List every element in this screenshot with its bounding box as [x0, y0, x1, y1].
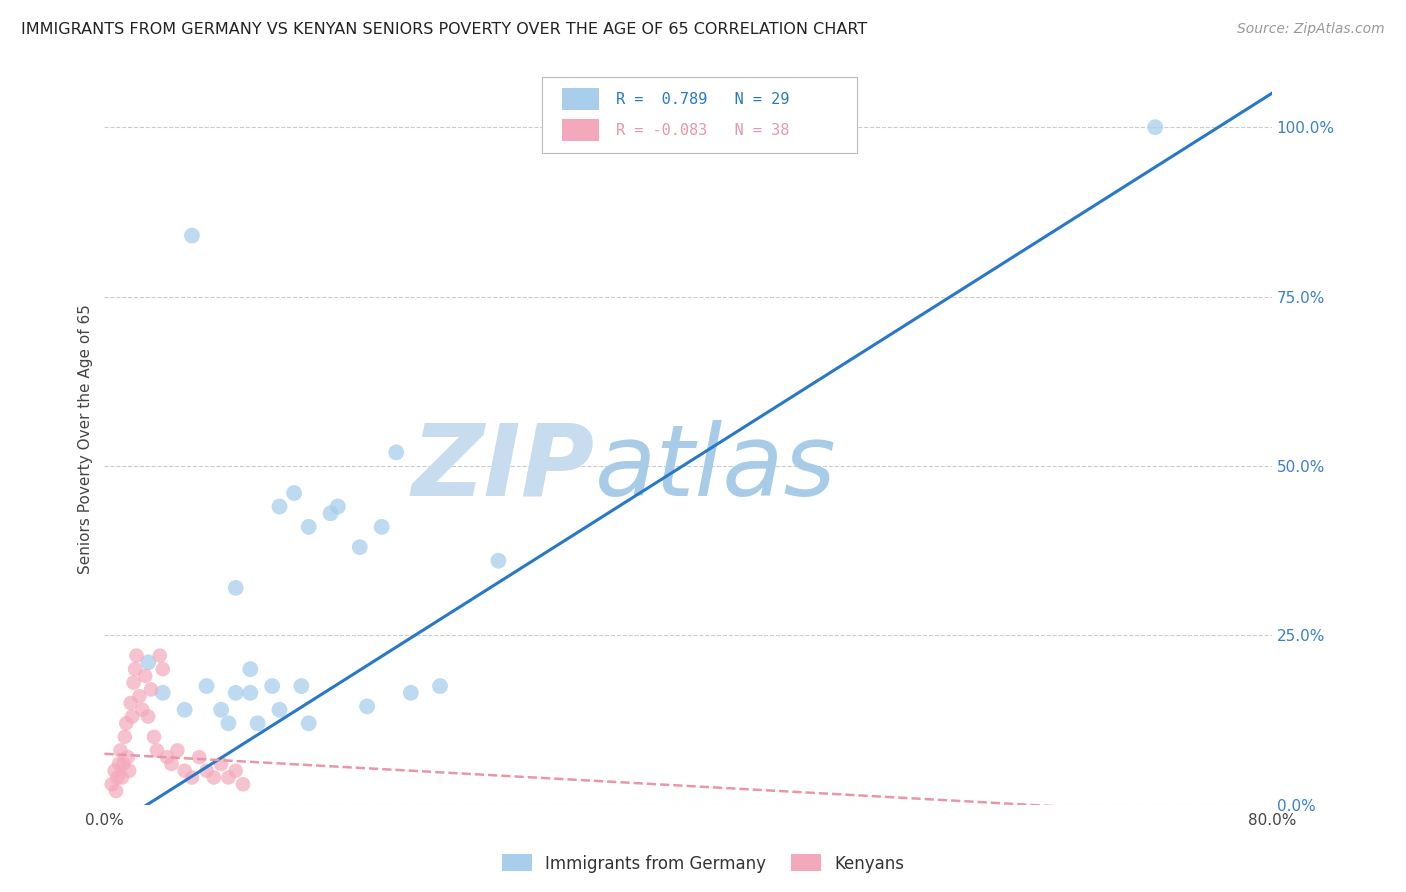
Point: [1144, 120, 1167, 135]
Point: [143, 730, 166, 744]
Point: [181, 771, 204, 785]
Point: [115, 716, 138, 731]
Point: [232, 777, 254, 791]
FancyBboxPatch shape: [562, 119, 599, 141]
FancyBboxPatch shape: [562, 88, 599, 111]
Point: [100, 777, 122, 791]
Point: [107, 771, 129, 785]
Text: R =  0.789   N = 29: R = 0.789 N = 29: [616, 92, 789, 107]
Point: [269, 703, 291, 717]
Text: ZIP: ZIP: [412, 419, 595, 516]
Point: [370, 520, 392, 534]
Point: [173, 764, 195, 778]
Point: [156, 750, 179, 764]
Point: [131, 703, 153, 717]
Text: IMMIGRANTS FROM GERMANY VS KENYAN SENIORS POVERTY OVER THE AGE OF 65 CORRELATION: IMMIGRANTS FROM GERMANY VS KENYAN SENIOR…: [21, 22, 868, 37]
Point: [136, 709, 159, 723]
Text: atlas: atlas: [595, 419, 837, 516]
Y-axis label: Seniors Poverty Over the Age of 65: Seniors Poverty Over the Age of 65: [79, 304, 93, 574]
Point: [128, 690, 150, 704]
Point: [110, 743, 132, 757]
Point: [173, 703, 195, 717]
Point: [246, 716, 269, 731]
Point: [152, 662, 174, 676]
Point: [385, 445, 408, 459]
Point: [356, 699, 378, 714]
Point: [111, 771, 134, 785]
Point: [298, 716, 321, 731]
FancyBboxPatch shape: [543, 77, 858, 153]
Point: [269, 500, 291, 514]
Point: [134, 669, 156, 683]
Point: [160, 756, 183, 771]
Point: [112, 756, 135, 771]
Point: [225, 686, 247, 700]
Point: [399, 686, 422, 700]
Text: Source: ZipAtlas.com: Source: ZipAtlas.com: [1237, 22, 1385, 37]
Point: [283, 486, 305, 500]
Point: [326, 500, 349, 514]
Point: [118, 764, 141, 778]
Point: [108, 756, 131, 771]
Point: [152, 686, 174, 700]
Point: [217, 771, 239, 785]
Legend: Immigrants from Germany, Kenyans: Immigrants from Germany, Kenyans: [495, 847, 911, 880]
Point: [114, 730, 136, 744]
Point: [262, 679, 284, 693]
Point: [217, 716, 239, 731]
Point: [225, 581, 247, 595]
Point: [181, 228, 204, 243]
Point: [120, 696, 142, 710]
Point: [429, 679, 451, 693]
Point: [225, 764, 247, 778]
Point: [349, 540, 371, 554]
Point: [486, 554, 509, 568]
Point: [122, 675, 145, 690]
Point: [149, 648, 172, 663]
Point: [104, 764, 127, 778]
Text: R = -0.083   N = 38: R = -0.083 N = 38: [616, 122, 789, 137]
Point: [105, 784, 128, 798]
Point: [121, 709, 143, 723]
Point: [319, 506, 342, 520]
Point: [239, 662, 262, 676]
Point: [290, 679, 312, 693]
Point: [202, 771, 225, 785]
Point: [195, 679, 218, 693]
Point: [239, 686, 262, 700]
Point: [136, 656, 159, 670]
Point: [195, 764, 218, 778]
Point: [209, 703, 232, 717]
Point: [117, 750, 139, 764]
Point: [209, 756, 232, 771]
Point: [124, 662, 146, 676]
Point: [166, 743, 188, 757]
Point: [188, 750, 211, 764]
Point: [146, 743, 169, 757]
Point: [125, 648, 148, 663]
Point: [298, 520, 321, 534]
Point: [139, 682, 162, 697]
